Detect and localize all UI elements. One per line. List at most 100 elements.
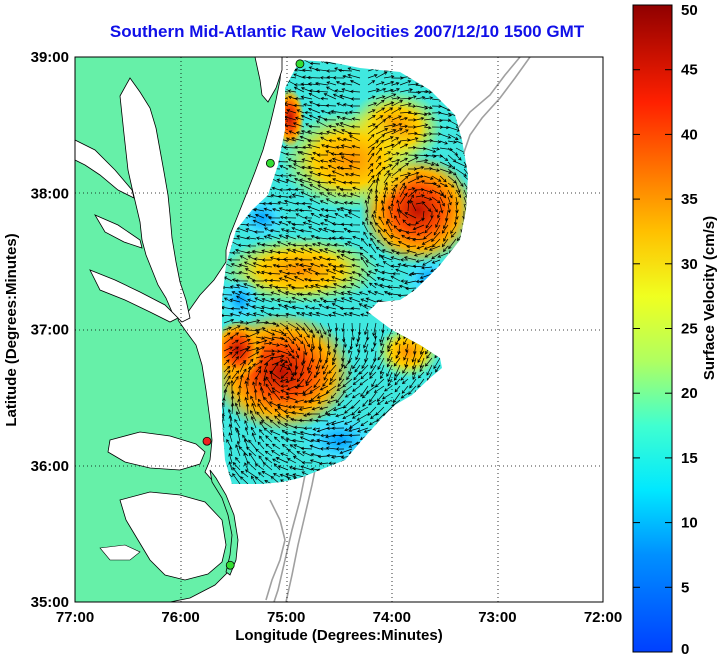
- velocity-vector: [417, 371, 425, 379]
- velocity-vector: [304, 285, 313, 289]
- velocity-vector: [437, 252, 449, 258]
- velocity-vector: [375, 128, 389, 135]
- velocity-vector: [309, 459, 321, 464]
- velocity-vector: [367, 146, 375, 156]
- velocity-vector: [339, 94, 353, 100]
- velocity-vector: [375, 87, 387, 93]
- velocity-vector: [272, 390, 281, 401]
- velocity-vector: [387, 343, 393, 353]
- velocity-vector: [359, 246, 369, 254]
- velocity-vector: [261, 471, 273, 478]
- velocity-vector: [307, 219, 321, 226]
- velocity-vector: [223, 359, 230, 366]
- velocity-vector: [415, 279, 425, 284]
- x-tick-label: 72:00: [584, 609, 622, 626]
- velocity-vector: [334, 200, 345, 205]
- velocity-vector: [342, 193, 353, 198]
- velocity-vector: [443, 231, 449, 242]
- velocity-vector: [310, 284, 321, 289]
- velocity-vector: [383, 237, 393, 247]
- velocity-vector: [412, 224, 425, 231]
- velocity-vector: [330, 455, 345, 459]
- velocity-vector: [327, 329, 332, 338]
- velocity-vector: [253, 230, 265, 234]
- velocity-vector: [350, 306, 361, 311]
- velocity-vector: [228, 423, 233, 436]
- velocity-vector: [401, 378, 409, 385]
- velocity-vector: [292, 122, 305, 128]
- velocity-vector: [265, 376, 273, 387]
- velocity-vector: [383, 123, 397, 128]
- velocity-vector: [386, 329, 393, 341]
- velocity-vector: [231, 363, 236, 373]
- velocity-vector: [268, 201, 281, 206]
- velocity-vector: [399, 151, 409, 156]
- velocity-vector: [344, 242, 353, 247]
- velocity-vector: [328, 159, 337, 163]
- velocity-vector: [223, 297, 233, 303]
- velocity-vector: [327, 343, 331, 356]
- velocity-vector: [319, 165, 329, 170]
- velocity-vector: [333, 283, 345, 289]
- velocity-vector: [384, 399, 393, 404]
- velocity-vector: [299, 436, 313, 443]
- velocity-vector: [238, 446, 249, 457]
- outer-banks: [209, 469, 239, 576]
- velocity-vector: [308, 247, 321, 254]
- velocity-vector: [227, 408, 233, 422]
- velocity-vector: [283, 275, 297, 282]
- velocity-vector: [291, 410, 305, 415]
- velocity-vector: [325, 305, 337, 310]
- velocity-vector: [386, 357, 393, 368]
- velocity-vector: [315, 311, 329, 317]
- colorbar-label: Surface Velocity (cm/s): [701, 216, 718, 380]
- velocity-vector: [342, 278, 353, 282]
- velocity-vector: [307, 139, 321, 143]
- velocity-vector: [349, 276, 361, 282]
- y-axis-label: Latitude (Degrees:Minutes): [3, 233, 20, 426]
- velocity-vector: [294, 96, 305, 101]
- velocity-vector: [332, 93, 345, 100]
- velocity-vector: [373, 282, 385, 289]
- velocity-vector: [339, 306, 353, 311]
- velocity-vector: [298, 418, 313, 423]
- velocity-vector: [342, 413, 353, 420]
- velocity-vector: [338, 68, 353, 73]
- velocity-vector: [373, 210, 377, 219]
- velocity-vector: [223, 318, 235, 324]
- velocity-vector: [368, 282, 377, 289]
- radar-station-marker: [295, 59, 305, 69]
- velocity-vector: [340, 254, 353, 261]
- velocity-vector: [223, 375, 231, 387]
- velocity-vector: [308, 92, 321, 100]
- velocity-vector: [447, 154, 457, 163]
- velocity-vector: [255, 448, 265, 457]
- velocity-vector: [222, 397, 226, 408]
- velocity-vector: [342, 137, 353, 142]
- velocity-vector: [232, 467, 241, 478]
- velocity-vector: [270, 306, 281, 311]
- velocity-vector: [287, 364, 294, 377]
- velocity-vector: [318, 255, 329, 261]
- velocity-vector: [222, 298, 225, 303]
- velocity-vector: [255, 360, 263, 366]
- velocity-vector: [415, 259, 425, 263]
- velocity-vector: [367, 179, 376, 191]
- velocity-vector: [415, 201, 426, 205]
- velocity-vector: [293, 103, 305, 108]
- velocity-vector: [350, 97, 361, 101]
- x-tick-label: 76:00: [161, 609, 199, 626]
- velocity-vector: [386, 292, 401, 296]
- velocity-vector: [281, 443, 289, 450]
- velocity-vector: [379, 329, 385, 343]
- velocity-vector: [415, 89, 429, 94]
- velocity-vector: [239, 338, 251, 345]
- velocity-vector: [246, 376, 250, 387]
- velocity-vector: [245, 390, 250, 401]
- velocity-vector: [264, 227, 273, 233]
- velocity-vector: [400, 258, 409, 262]
- velocity-vector: [232, 461, 241, 471]
- velocity-vector: [439, 133, 452, 139]
